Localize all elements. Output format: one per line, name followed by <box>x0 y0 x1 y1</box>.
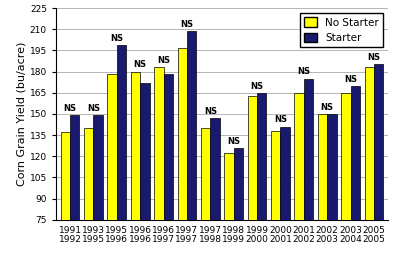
Text: NS: NS <box>321 103 334 112</box>
Text: 1995: 1995 <box>105 226 128 235</box>
Text: 1997: 1997 <box>176 235 198 244</box>
Text: NS: NS <box>134 61 147 69</box>
Bar <box>327 114 336 268</box>
Bar <box>374 65 383 268</box>
Bar <box>304 79 313 268</box>
Text: 1996: 1996 <box>152 226 175 235</box>
Text: 2002: 2002 <box>316 226 338 235</box>
Bar <box>131 72 140 268</box>
Y-axis label: Corn Grain Yield (bu/acre): Corn Grain Yield (bu/acre) <box>17 42 27 186</box>
Text: NS: NS <box>368 53 380 62</box>
Text: 2002: 2002 <box>292 235 315 244</box>
Bar <box>61 132 70 268</box>
Bar <box>318 114 327 268</box>
Legend: No Starter, Starter: No Starter, Starter <box>300 13 383 47</box>
Text: 2004: 2004 <box>339 235 362 244</box>
Text: 1992: 1992 <box>58 235 82 244</box>
Text: 1997: 1997 <box>176 226 198 235</box>
Bar <box>365 67 374 268</box>
Bar <box>117 45 126 268</box>
Bar <box>70 115 79 268</box>
Bar <box>341 93 350 268</box>
Text: 2000: 2000 <box>269 226 292 235</box>
Bar <box>140 83 150 268</box>
Bar <box>187 31 196 268</box>
Text: 2001: 2001 <box>292 226 315 235</box>
Text: 1996: 1996 <box>105 235 128 244</box>
Text: 2000: 2000 <box>246 235 268 244</box>
Text: NS: NS <box>87 104 100 113</box>
Bar <box>271 131 280 268</box>
Bar <box>210 118 220 268</box>
Bar <box>84 128 94 268</box>
Bar <box>164 75 173 268</box>
Text: 1991: 1991 <box>58 226 82 235</box>
Text: 1999: 1999 <box>222 235 245 244</box>
Text: 2005: 2005 <box>362 226 386 235</box>
Text: NS: NS <box>274 116 287 125</box>
Bar <box>234 148 243 268</box>
Text: NS: NS <box>64 104 76 113</box>
Text: 2003: 2003 <box>316 235 339 244</box>
Bar <box>154 67 164 268</box>
Text: NS: NS <box>227 137 240 146</box>
Text: 2005: 2005 <box>362 235 386 244</box>
Text: NS: NS <box>297 68 310 76</box>
Bar <box>280 126 290 268</box>
Text: 1997: 1997 <box>199 226 222 235</box>
Bar <box>248 96 257 268</box>
Text: 1998: 1998 <box>222 226 245 235</box>
Text: 2003: 2003 <box>339 226 362 235</box>
Bar <box>178 47 187 268</box>
Bar <box>108 75 117 268</box>
Text: NS: NS <box>250 82 264 91</box>
Text: NS: NS <box>180 20 194 28</box>
Text: NS: NS <box>204 107 217 116</box>
Text: 1995: 1995 <box>82 235 105 244</box>
Text: 1997: 1997 <box>152 235 175 244</box>
Bar <box>224 153 234 268</box>
Text: 1996: 1996 <box>129 226 152 235</box>
Text: NS: NS <box>110 34 123 43</box>
Bar <box>201 128 210 268</box>
Bar <box>94 115 103 268</box>
Bar <box>350 86 360 268</box>
Text: NS: NS <box>157 56 170 65</box>
Text: 1993: 1993 <box>82 226 105 235</box>
Text: NS: NS <box>344 75 357 84</box>
Text: 1996: 1996 <box>129 235 152 244</box>
Bar <box>257 93 266 268</box>
Text: 1999: 1999 <box>246 226 268 235</box>
Text: 2001: 2001 <box>269 235 292 244</box>
Text: 1998: 1998 <box>199 235 222 244</box>
Bar <box>294 93 304 268</box>
